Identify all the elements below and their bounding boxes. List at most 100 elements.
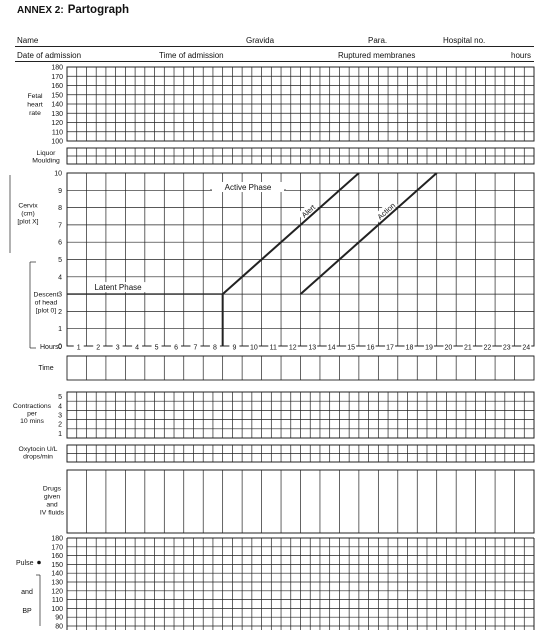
hour-label-bg — [404, 343, 415, 352]
admission-row-rule — [15, 61, 534, 62]
hour-label-bg — [229, 343, 240, 352]
page-title: ANNEX 2: Partograph — [17, 4, 129, 16]
pulse-dot-icon — [37, 560, 41, 565]
para-label: Para. — [368, 36, 388, 45]
time-row-frame — [66, 355, 535, 381]
pulse-scale-label: 90 — [55, 615, 63, 622]
bp-label: BP — [22, 608, 32, 615]
hour-label-bg — [346, 343, 357, 352]
hour-label: 23 — [503, 345, 511, 352]
cervix-label: Cervix — [18, 203, 38, 210]
pulse-scale-label: 180 — [51, 536, 63, 543]
cervix-scale-label: 4 — [58, 274, 62, 281]
hour-label: 8 — [213, 345, 217, 352]
liquor-label: Moulding — [32, 157, 60, 164]
drugs-label: IV fluids — [40, 510, 65, 517]
contractions-scale-label: 3 — [58, 413, 62, 420]
pulse-scale-label: 80 — [55, 624, 63, 630]
hour-label-bg — [93, 343, 104, 352]
time-label: Time — [38, 365, 53, 372]
hour-label-bg — [521, 343, 532, 352]
hour-label-bg — [443, 343, 454, 352]
pulse-scale-label: 110 — [52, 597, 63, 604]
hour-label-bg — [190, 343, 201, 352]
latent-label-bg — [92, 282, 163, 293]
contractions-frame — [66, 391, 535, 439]
cervix-frame — [66, 172, 535, 347]
fhr-scale-label: 110 — [52, 129, 63, 136]
contractions-scale-label: 4 — [58, 403, 62, 410]
contractions-label: 10 mins — [20, 418, 44, 425]
and-label: and — [21, 589, 33, 596]
oxytocin-label: Oxytocin U/L — [19, 446, 58, 453]
hour-label: 20 — [445, 345, 453, 352]
cervix-scale-label: 7 — [58, 222, 62, 229]
pulse-scale-label: 130 — [51, 580, 63, 587]
hour-label-bg — [248, 343, 259, 352]
pulse-scale-label: 160 — [51, 553, 63, 560]
hour-label-bg — [287, 343, 298, 352]
cervix-scale-label: 9 — [58, 188, 62, 195]
hour-label-bg — [385, 343, 396, 352]
hour-label: 18 — [406, 345, 414, 352]
pulse-scale-label: 150 — [51, 562, 63, 569]
latent-phase-label: Latent Phase — [94, 283, 142, 292]
hour-label: 12 — [289, 345, 297, 352]
hour-label: 16 — [367, 345, 375, 352]
liquor-label: Liquor — [37, 150, 57, 157]
alert-label-bg — [297, 200, 319, 221]
hours-label: hours — [511, 51, 532, 60]
hour-label-bg — [209, 343, 220, 352]
hour-label-bg — [482, 343, 493, 352]
fhr-scale-label: 120 — [51, 120, 63, 127]
hour-label-bg — [462, 343, 473, 352]
hour-label-bg — [307, 343, 318, 352]
hour-label: 6 — [174, 345, 178, 352]
fhr-scale-label: 180 — [51, 65, 63, 72]
fhr-scale-label: 130 — [51, 111, 63, 118]
pulse-scale-label: 140 — [51, 571, 63, 578]
drugs-label: and — [46, 502, 58, 509]
fhr-scale-label: 140 — [51, 102, 63, 109]
contractions-grid — [67, 392, 534, 438]
liquor-moulding-grid — [67, 148, 534, 164]
pulse-scale-label: 120 — [51, 588, 63, 595]
hour-label-bg — [112, 343, 123, 352]
fetal-heart-rate-frame — [66, 66, 535, 142]
hour-label: 2 — [96, 345, 100, 352]
cervix-scale-label: 5 — [58, 257, 62, 264]
descent-label: of head — [35, 300, 58, 307]
fhr-scale-label: 160 — [51, 83, 63, 90]
hour-label: 24 — [522, 345, 530, 352]
hour-label: 1 — [77, 345, 81, 352]
hour-label: 5 — [155, 345, 159, 352]
action-line — [299, 172, 438, 295]
hour-label: 21 — [464, 345, 472, 352]
cervix-scale-label: 3 — [58, 292, 62, 299]
gravida-label: Gravida — [246, 36, 275, 45]
cervix-scale-label: 0 — [58, 344, 62, 351]
name-label: Name — [17, 36, 39, 45]
fhr-label: Fetal — [27, 93, 43, 100]
hour-label: 9 — [232, 345, 236, 352]
oxytocin-label: drops/min — [23, 453, 53, 460]
fhr-label: heart — [27, 102, 43, 109]
hour-label-bg — [501, 343, 512, 352]
oxytocin-grid — [67, 445, 534, 462]
cervix-scale-label: 10 — [54, 171, 62, 178]
hour-label: 14 — [328, 345, 336, 352]
contractions-scale-label: 5 — [58, 394, 62, 401]
liquor-frame — [66, 147, 535, 165]
hour-label-bg — [73, 343, 84, 352]
cervix-scale-label: 2 — [58, 309, 62, 316]
hour-label-bg — [326, 343, 337, 352]
admission-date-label: Date of admission — [17, 51, 82, 60]
alert-line — [222, 172, 360, 295]
hour-label-bg — [132, 343, 143, 352]
contractions-label: Contractions — [13, 403, 52, 410]
contractions-scale-label: 2 — [58, 422, 62, 429]
descent-label: Descent — [34, 292, 59, 299]
hour-label-bg — [151, 343, 162, 352]
cervix-label: (cm) — [21, 211, 35, 218]
